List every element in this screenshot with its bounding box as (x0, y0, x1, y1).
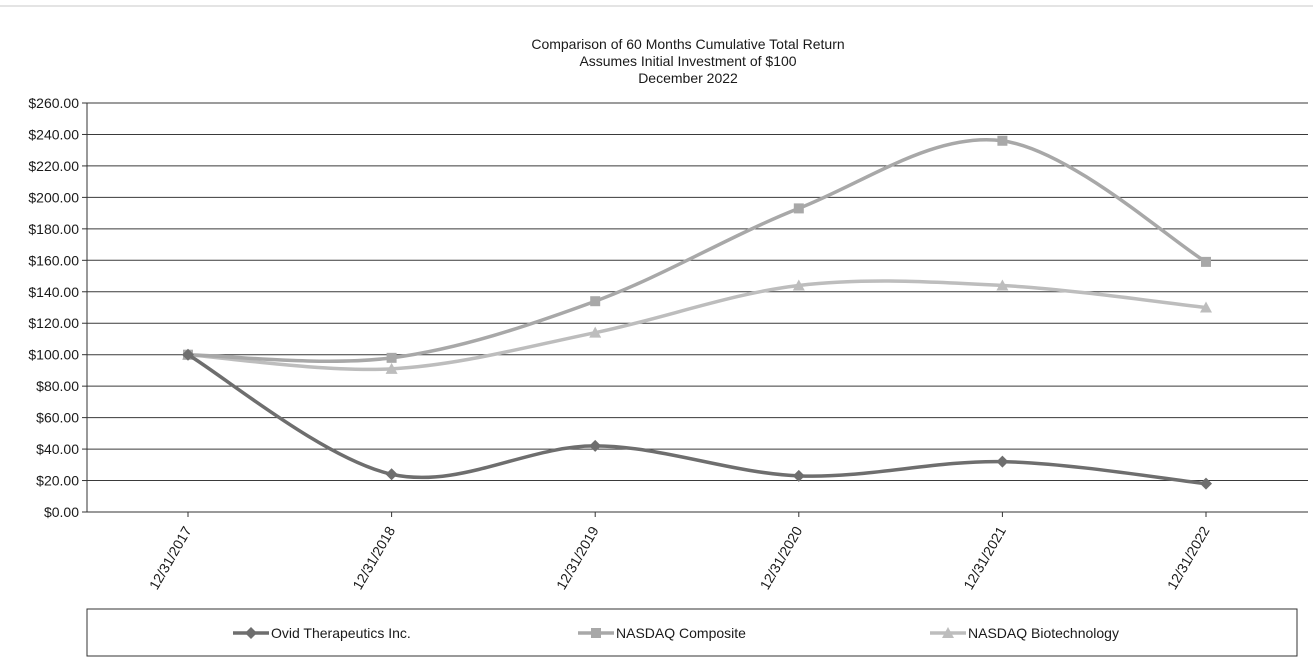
legend: Ovid Therapeutics Inc. NASDAQ Composite NA… (86, 608, 1298, 657)
x-tick-label: 12/31/2022 (1164, 523, 1213, 592)
legend-label: Ovid Therapeutics Inc. (271, 625, 411, 641)
y-tick-label: $40.00 (36, 441, 79, 457)
square-marker (386, 352, 397, 363)
diamond-marker (385, 468, 398, 481)
legend-box (86, 608, 1298, 657)
square-marker (997, 135, 1008, 146)
legend-label: NASDAQ Biotechnology (968, 625, 1119, 641)
y-axis-ticks: $0.00 $20.00 $40.00 $60.00 $80.00 $100.00 $120… (28, 95, 87, 520)
diamond-marker (589, 439, 602, 452)
chart-title: Comparison of 60 Months Cumulative Total… (531, 36, 844, 52)
triangle-marker (385, 362, 398, 374)
y-tick-label: $240.00 (28, 126, 79, 142)
legend-items: Ovid Therapeutics Inc. NASDAQ Composite NA… (233, 625, 1119, 641)
series-nasdaq-composite (183, 135, 1211, 363)
plot-area: $0.00 $20.00 $40.00 $60.00 $80.00 $100.00 $120… (28, 95, 1308, 592)
legend-item: Ovid Therapeutics Inc. (233, 625, 411, 641)
y-tick-label: $200.00 (28, 189, 79, 205)
series-line (187, 279, 1207, 372)
x-tick-label: 12/31/2017 (146, 523, 195, 592)
chart-subtitle-1: Assumes Initial Investment of $100 (579, 53, 796, 69)
x-tick-label: 12/31/2018 (349, 523, 398, 592)
legend-label: NASDAQ Composite (616, 625, 746, 641)
triangle-marker (1200, 301, 1212, 313)
series-line (187, 353, 1207, 486)
legend-item: NASDAQ Biotechnology (930, 625, 1119, 641)
y-tick-label: $160.00 (28, 252, 79, 268)
y-tick-label: $100.00 (28, 347, 79, 363)
x-axis-ticks: 12/31/2017 12/31/2018 12/31/2019 12/31/2020… (146, 512, 1213, 592)
y-tick-label: $80.00 (36, 378, 79, 394)
y-tick-label: $260.00 (28, 95, 79, 111)
triangle-marker (792, 279, 805, 291)
diamond-marker (1200, 477, 1212, 490)
y-tick-label: $0.00 (44, 504, 79, 520)
series-ovid-therapeutics-inc (182, 348, 1212, 490)
square-marker (590, 296, 601, 307)
y-tick-label: $20.00 (36, 473, 79, 489)
square-marker (1201, 256, 1211, 267)
chart-subtitle-2: December 2022 (638, 70, 738, 86)
legend-triangle-marker (942, 627, 954, 638)
y-tick-label: $180.00 (28, 221, 79, 237)
y-tick-label: $140.00 (28, 284, 79, 300)
series-layer (182, 135, 1212, 490)
y-tick-label: $60.00 (36, 410, 79, 426)
diamond-marker (792, 469, 805, 482)
legend-item: NASDAQ Composite (578, 625, 746, 641)
x-tick-label: 12/31/2020 (757, 523, 806, 592)
series-line (187, 138, 1207, 363)
triangle-marker (589, 326, 602, 338)
legend-diamond-marker (245, 627, 257, 639)
diamond-marker (182, 348, 194, 361)
x-tick-label: 12/31/2019 (553, 523, 602, 592)
x-tick-label: 12/31/2021 (960, 523, 1009, 592)
diamond-marker (996, 455, 1009, 468)
y-tick-label: $120.00 (28, 315, 79, 331)
legend-square-marker (591, 628, 601, 638)
square-marker (793, 203, 804, 214)
y-tick-label: $220.00 (28, 158, 79, 174)
triangle-marker (996, 279, 1009, 291)
gridlines (87, 102, 1308, 482)
